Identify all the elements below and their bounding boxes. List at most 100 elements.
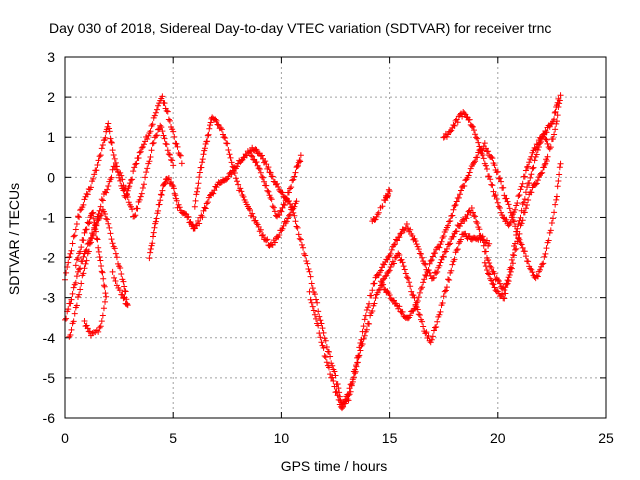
data-point <box>149 240 156 247</box>
data-point <box>132 161 139 168</box>
data-point <box>419 254 426 261</box>
data-point <box>535 144 542 151</box>
data-point <box>153 132 160 139</box>
data-point <box>332 389 339 396</box>
data-point <box>126 183 133 190</box>
data-point <box>258 152 265 159</box>
data-point <box>415 294 422 301</box>
data-point <box>381 261 388 268</box>
data-point <box>419 284 426 291</box>
data-point <box>121 287 128 294</box>
data-point <box>321 353 328 360</box>
data-point <box>296 157 303 164</box>
data-point <box>274 180 281 187</box>
data-point <box>554 183 561 190</box>
data-point <box>287 185 294 192</box>
data-point <box>112 163 119 170</box>
data-point <box>369 287 376 294</box>
data-point <box>451 202 458 209</box>
data-point <box>382 192 389 199</box>
data-point <box>521 196 528 203</box>
data-point <box>531 144 538 151</box>
data-point <box>501 295 508 302</box>
data-point <box>445 276 452 283</box>
x-axis-label: GPS time / hours <box>281 458 388 474</box>
data-point <box>170 128 177 135</box>
data-point <box>287 211 294 218</box>
data-point <box>386 188 393 195</box>
data-point <box>67 332 74 339</box>
data-point <box>354 359 361 366</box>
data-point <box>224 140 231 147</box>
data-point <box>165 116 172 123</box>
data-point <box>118 271 125 278</box>
data-point <box>97 323 104 330</box>
data-point <box>516 236 523 243</box>
data-point <box>252 217 259 224</box>
data-point <box>501 287 508 294</box>
data-point <box>128 203 135 210</box>
data-point <box>553 196 560 203</box>
data-point <box>198 164 205 171</box>
data-point <box>552 108 559 115</box>
data-point <box>555 104 562 111</box>
data-point <box>99 142 106 149</box>
data-point <box>540 260 547 267</box>
data-point <box>95 157 102 164</box>
data-point <box>334 381 341 388</box>
data-point <box>326 364 333 371</box>
data-point <box>494 168 501 175</box>
data-point <box>152 109 159 116</box>
data-point <box>390 241 397 248</box>
data-point <box>447 217 454 224</box>
data-point <box>118 291 125 298</box>
data-point <box>290 176 297 183</box>
data-point <box>476 143 483 150</box>
series-1 <box>62 93 185 283</box>
data-point <box>262 158 269 165</box>
series-10 <box>377 140 564 322</box>
data-point <box>390 297 397 304</box>
data-point <box>450 206 457 213</box>
data-point <box>242 151 249 158</box>
data-point <box>499 291 506 298</box>
data-point <box>436 262 443 269</box>
data-point <box>155 102 162 109</box>
data-point <box>96 153 103 160</box>
data-point <box>553 118 560 125</box>
data-point <box>322 337 329 344</box>
data-point <box>295 231 302 238</box>
data-point <box>429 253 436 260</box>
data-point <box>122 185 129 192</box>
data-point <box>327 371 334 378</box>
data-point <box>410 292 417 299</box>
data-point <box>80 270 87 277</box>
data-point <box>461 110 468 117</box>
x-tick-label: 20 <box>490 430 506 446</box>
data-point <box>482 248 489 255</box>
series-3 <box>66 122 177 340</box>
data-point <box>328 360 335 367</box>
data-point <box>433 324 440 330</box>
data-point <box>150 229 157 236</box>
data-point <box>67 250 74 257</box>
data-point <box>518 241 525 248</box>
series-11 <box>440 95 562 229</box>
data-point <box>402 270 409 277</box>
data-point <box>66 254 73 261</box>
data-point <box>159 187 166 194</box>
data-point <box>73 273 80 280</box>
data-point <box>381 286 388 293</box>
data-point <box>99 269 106 276</box>
data-point <box>392 241 399 248</box>
data-point <box>432 324 439 331</box>
data-point <box>428 256 435 263</box>
data-point <box>82 260 89 267</box>
data-point <box>308 299 315 306</box>
data-point <box>204 138 211 145</box>
data-point <box>232 175 239 182</box>
data-point <box>488 264 495 271</box>
data-point <box>447 128 454 135</box>
data-point <box>123 190 130 197</box>
data-point <box>496 280 503 287</box>
